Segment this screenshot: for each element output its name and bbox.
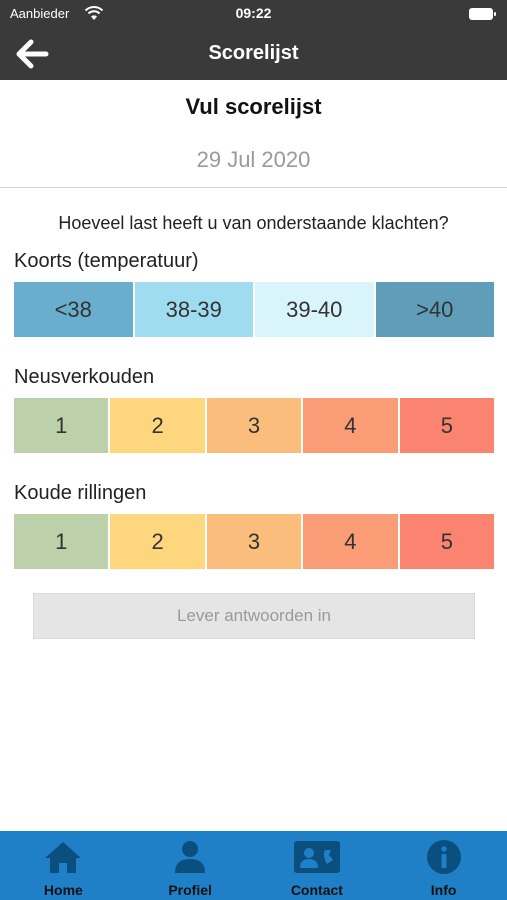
tab-profiel-label: Profiel — [168, 882, 212, 898]
section-label-koorts: Koorts (temperatuur) — [14, 250, 199, 272]
submit-answers-button[interactable]: Lever antwoorden in — [33, 593, 475, 639]
wifi-icon — [84, 6, 104, 20]
tab-contact[interactable]: Contact — [254, 831, 381, 900]
score-option[interactable]: 39-40 — [255, 282, 374, 337]
score-option[interactable]: <38 — [14, 282, 133, 337]
score-option[interactable]: 38-39 — [134, 282, 253, 337]
back-button[interactable] — [12, 36, 52, 72]
tab-profiel[interactable]: Profiel — [127, 831, 254, 900]
info-icon — [426, 840, 461, 874]
contact-card-icon — [293, 841, 340, 873]
battery-icon — [469, 8, 496, 20]
score-option[interactable]: 5 — [399, 514, 495, 569]
section-label-neusverkouden: Neusverkouden — [14, 366, 155, 388]
nav-title: Scorelijst — [208, 42, 299, 64]
score-option[interactable]: 4 — [303, 398, 398, 453]
arrow-left-icon — [16, 39, 49, 69]
score-row-neusverkouden: 1 2 3 4 5 — [14, 398, 495, 453]
tab-info[interactable]: Info — [380, 831, 507, 900]
page-title: Vul scorelijst — [185, 94, 322, 119]
score-option[interactable]: 1 — [14, 398, 109, 453]
tab-info-label: Info — [430, 882, 457, 898]
home-icon — [45, 842, 82, 873]
score-option[interactable]: 2 — [110, 398, 205, 453]
nav-bar: Scorelijst — [0, 28, 507, 80]
question-text: Hoeveel last heeft u van onderstaande kl… — [58, 213, 449, 233]
score-option[interactable]: 4 — [303, 514, 398, 569]
tab-contact-label: Contact — [290, 882, 343, 898]
carrier-label: Aanbieder — [10, 6, 70, 21]
tab-home-label: Home — [43, 882, 83, 898]
status-bar: Aanbieder 09:22 — [0, 0, 507, 28]
form-date: 29 Jul 2020 — [196, 147, 311, 172]
score-option[interactable]: 3 — [206, 398, 302, 453]
score-option[interactable]: 3 — [206, 514, 302, 569]
form-header: Vul scorelijst 29 Jul 2020 — [0, 80, 507, 188]
score-option[interactable]: 1 — [14, 514, 109, 569]
section-label-koude-rillingen: Koude rillingen — [14, 482, 147, 504]
score-option[interactable]: >40 — [375, 282, 494, 337]
clock: 09:22 — [235, 5, 272, 21]
score-option[interactable]: 5 — [399, 398, 495, 453]
score-row-koorts: <38 38-39 39-40 >40 — [14, 282, 494, 337]
tab-bar: Home Profiel Contact Info — [0, 831, 507, 900]
score-row-koude-rillingen: 1 2 3 4 5 — [14, 514, 495, 569]
score-option[interactable]: 2 — [110, 514, 205, 569]
tab-home[interactable]: Home — [0, 831, 127, 900]
profile-icon — [175, 841, 206, 873]
